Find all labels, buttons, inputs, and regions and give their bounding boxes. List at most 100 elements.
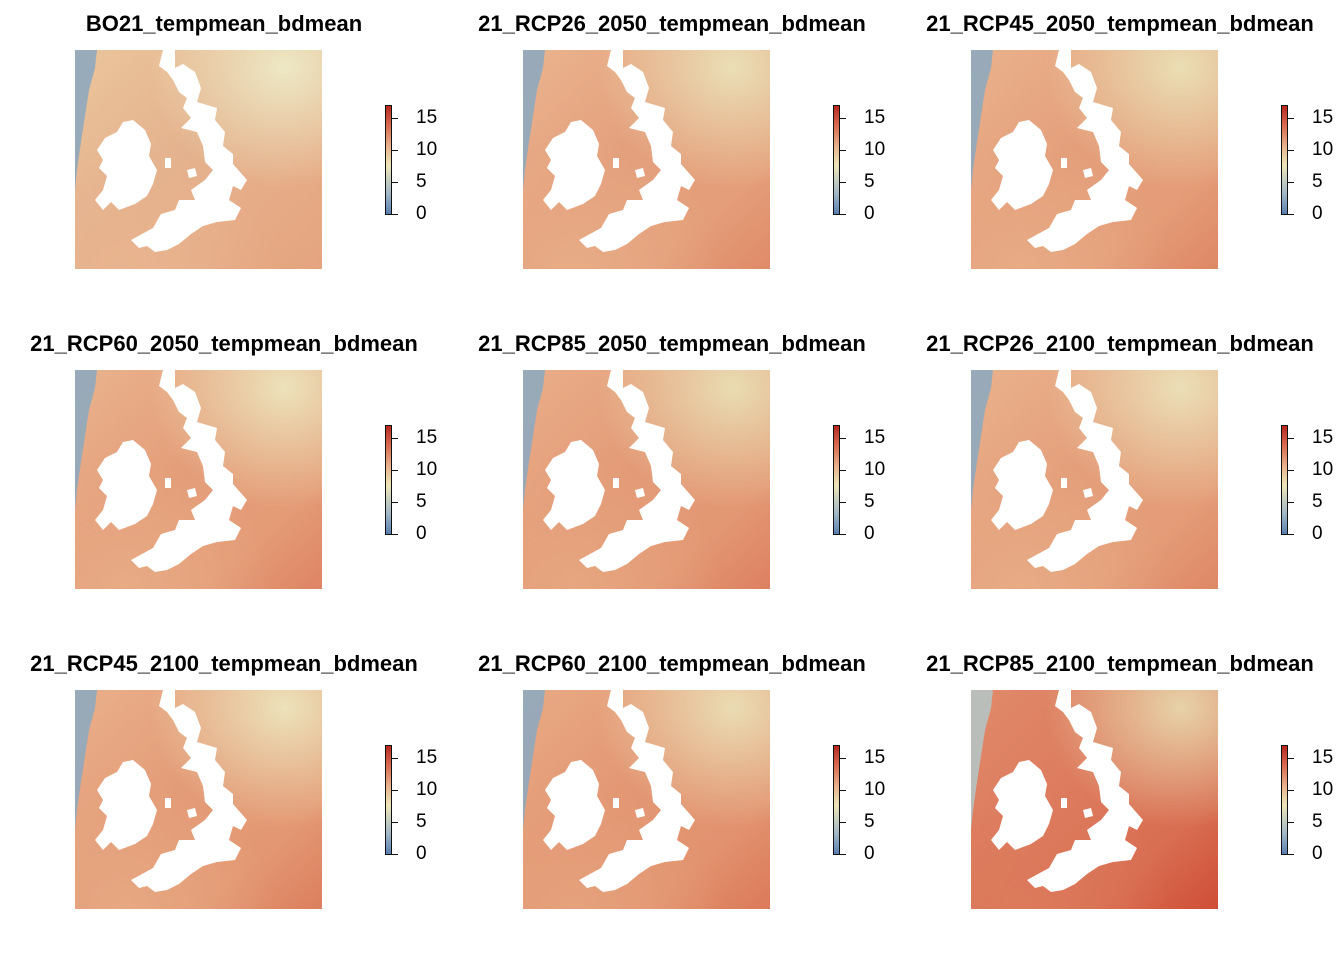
color-scale-tick [392,534,398,535]
color-scale-tick [840,790,846,791]
color-scale-label: 15 [1312,747,1334,768]
color-scale-label: 10 [864,779,886,800]
temperature-map [523,50,770,269]
color-scale-label: 5 [1312,491,1323,512]
anglesey-land [1083,488,1093,498]
color-scale-label: 15 [416,427,438,448]
color-scale-legend: 15 10 5 0 [382,424,448,544]
atlantic-shelf-edge [523,50,545,190]
color-scale-label: 10 [864,459,886,480]
color-scale-tick [1288,214,1294,215]
color-scale-tick [840,534,846,535]
color-scale-label: 5 [864,171,875,192]
color-scale-label: 0 [416,843,427,864]
anglesey-land [635,488,645,498]
color-scale-label: 0 [416,523,427,544]
ireland-land [543,120,605,210]
color-scale-tick [1288,854,1294,855]
color-scale-legend: 15 10 5 0 [1278,744,1344,864]
panel-title: 21_RCP26_2050_tempmean_bdmean [478,11,866,36]
color-scale-label: 0 [864,843,875,864]
color-scale-label: 15 [864,427,886,448]
great-britain-land [1027,690,1143,892]
map-panel: 21_RCP45_2050_tempmean_bdmean 15 10 5 0 [896,0,1344,320]
temperature-map [523,370,770,589]
color-scale-label: 15 [1312,427,1334,448]
panel-title: 21_RCP26_2100_tempmean_bdmean [926,331,1314,356]
color-scale-tick [392,790,398,791]
great-britain-land [131,690,247,892]
color-scale-tick [840,758,846,759]
color-scale-label: 15 [416,747,438,768]
color-scale-label: 0 [1312,843,1323,864]
color-scale-tick [392,502,398,503]
color-scale-tick [392,214,398,215]
color-scale-label: 5 [1312,811,1323,832]
anglesey-land [187,168,197,178]
color-scale-label: 5 [864,491,875,512]
isle-of-man-land [613,158,619,168]
color-scale-bar [833,425,840,535]
atlantic-shelf-edge [523,370,545,510]
color-scale-tick [1288,150,1294,151]
color-scale-tick [392,182,398,183]
color-scale-tick [840,150,846,151]
color-scale-tick [840,438,846,439]
color-scale-label: 5 [1312,171,1323,192]
anglesey-land [1083,808,1093,818]
color-scale-tick [1288,438,1294,439]
panel-title: 21_RCP60_2100_tempmean_bdmean [478,651,866,676]
color-scale-bar [1281,105,1288,215]
great-britain-land [131,50,247,252]
color-scale-label: 0 [1312,203,1323,224]
color-scale-label: 10 [416,459,438,480]
temperature-map [971,690,1218,909]
panel-title: BO21_tempmean_bdmean [85,11,363,36]
temperature-map [75,690,322,909]
great-britain-land [1027,370,1143,572]
ireland-land [543,440,605,530]
color-scale-tick [840,854,846,855]
map-panel: 21_RCP85_2100_tempmean_bdmean 15 10 5 0 [896,640,1344,960]
color-scale-bar [833,745,840,855]
isle-of-man-land [1061,478,1067,488]
atlantic-shelf-edge [75,690,97,830]
panel-title: 21_RCP60_2050_tempmean_bdmean [30,331,418,356]
color-scale-tick [392,854,398,855]
map-panel: BO21_tempmean_bdmean 15 10 5 0 [0,0,448,320]
color-scale-tick [840,118,846,119]
map-panel: 21_RCP60_2050_tempmean_bdmean 15 10 5 0 [0,320,448,640]
color-scale-tick [392,150,398,151]
color-scale-legend: 15 10 5 0 [830,104,896,224]
temperature-map [971,370,1218,589]
color-scale-label: 10 [1312,779,1334,800]
color-scale-tick [392,758,398,759]
color-scale-label: 0 [1312,523,1323,544]
color-scale-label: 15 [416,107,438,128]
anglesey-land [635,808,645,818]
isle-of-man-land [613,478,619,488]
isle-of-man-land [165,158,171,168]
great-britain-land [579,50,695,252]
color-scale-tick [1288,790,1294,791]
temperature-map [75,50,322,269]
color-scale-bar [1281,425,1288,535]
atlantic-shelf-edge [971,690,993,830]
color-scale-label: 10 [416,139,438,160]
isle-of-man-land [613,798,619,808]
isle-of-man-land [165,798,171,808]
anglesey-land [187,488,197,498]
temperature-map [75,370,322,589]
color-scale-legend: 15 10 5 0 [382,104,448,224]
color-scale-bar [385,745,392,855]
color-scale-label: 5 [416,811,427,832]
color-scale-label: 0 [864,203,875,224]
map-panel: 21_RCP45_2100_tempmean_bdmean 15 10 5 0 [0,640,448,960]
temperature-map [523,690,770,909]
isle-of-man-land [1061,798,1067,808]
color-scale-tick [1288,182,1294,183]
color-scale-label: 0 [864,523,875,544]
great-britain-land [1027,50,1143,252]
color-scale-label: 5 [416,171,427,192]
